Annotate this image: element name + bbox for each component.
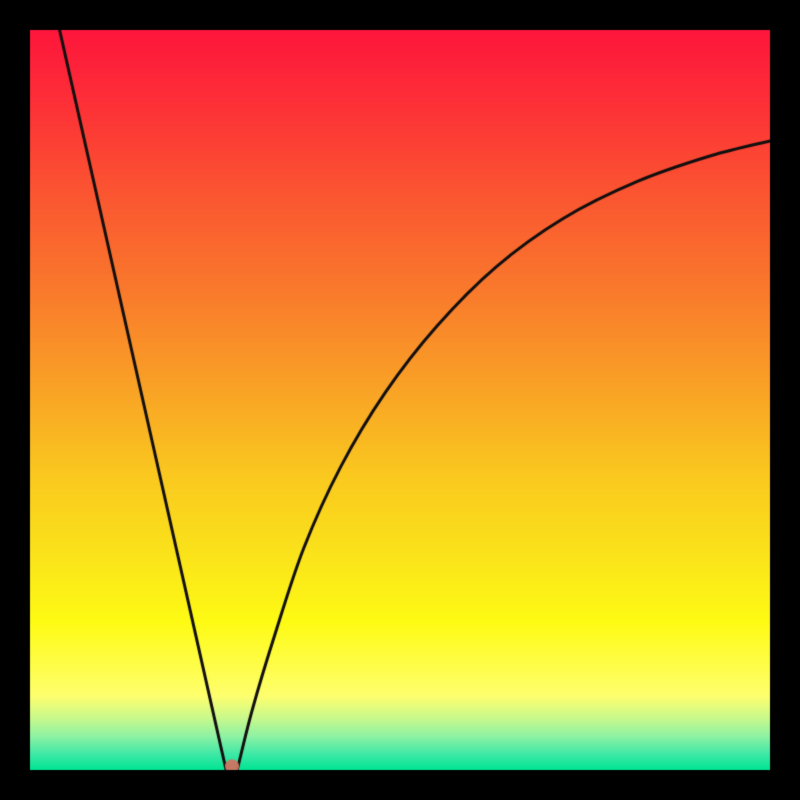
bottleneck-chart	[0, 0, 800, 800]
chart-container	[0, 0, 800, 805]
